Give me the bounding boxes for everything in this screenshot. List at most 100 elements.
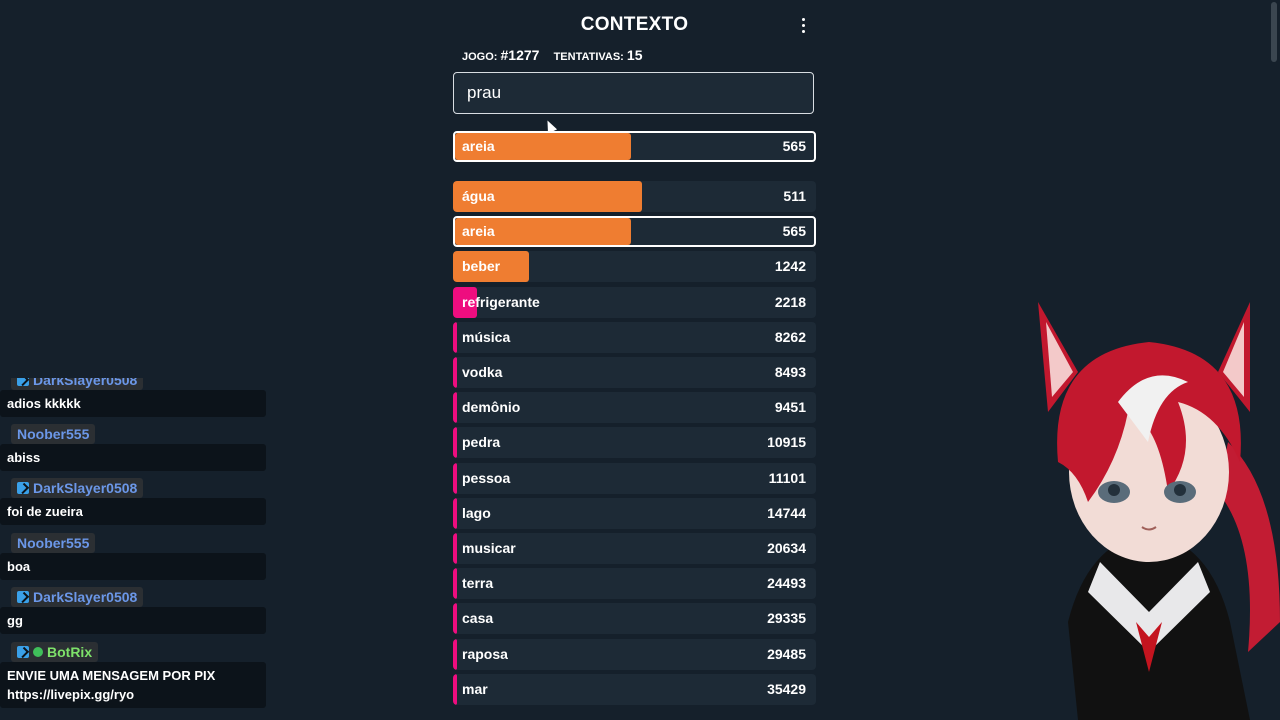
guess-row: terra 24493 xyxy=(453,568,816,600)
moderator-badge-icon xyxy=(17,591,29,603)
guess-rank: 8262 xyxy=(774,328,806,345)
guess-rank: 1242 xyxy=(774,258,806,275)
chat-text: abiss xyxy=(0,444,266,471)
guess-rank: 14744 xyxy=(767,504,806,521)
chat-text: ENVIE UMA MENSAGEM POR PIX https://livepi… xyxy=(0,662,266,708)
similarity-bar xyxy=(453,568,457,600)
guess-word: lago xyxy=(462,504,491,521)
similarity-bar xyxy=(453,392,458,424)
guess-word: vodka xyxy=(462,364,503,380)
jogo-value: #1277 xyxy=(500,47,540,63)
similarity-bar xyxy=(453,286,477,318)
similarity-bar xyxy=(453,427,457,459)
similarity-bar xyxy=(455,133,631,160)
guess-rank: 511 xyxy=(783,188,806,204)
contexto-game: CONTEXTO JOGO: #1277 TENTATIVAS: 15 arei… xyxy=(453,0,816,705)
guess-row: areia 565 xyxy=(453,131,816,162)
guess-word: beber xyxy=(462,258,501,275)
guess-rank: 29335 xyxy=(767,610,806,627)
guess-row: beber 1242 xyxy=(453,251,816,283)
tentativas-label: TENTATIVAS: xyxy=(553,51,624,63)
guess-word: areia xyxy=(462,138,495,154)
guess-row: casa 29335 xyxy=(453,603,816,635)
guess-row: refrigerante 2218 xyxy=(453,286,816,318)
chat-username[interactable]: DarkSlayer0508 xyxy=(11,378,144,390)
moderator-badge-icon xyxy=(17,646,29,658)
guess-word: musicar xyxy=(462,540,516,556)
similarity-bar xyxy=(453,251,530,283)
username-text: DarkSlayer0508 xyxy=(33,378,138,388)
guess-row: demônio 9451 xyxy=(453,392,816,424)
scrollbar[interactable] xyxy=(1271,2,1277,62)
tentativas-value: 15 xyxy=(626,47,643,63)
chat-username[interactable]: DarkSlayer0508 xyxy=(11,587,144,607)
guess-row: mar 35429 xyxy=(453,673,816,705)
guess-word: água xyxy=(462,188,495,204)
chat-username[interactable]: DarkSlayer0508 xyxy=(11,478,144,498)
guess-word: mar xyxy=(462,680,488,697)
username-text: BotRix xyxy=(47,644,93,660)
chat-text: foi de zueira xyxy=(0,498,266,525)
similarity-bar xyxy=(453,638,457,670)
guess-word: terra xyxy=(462,575,494,592)
username-text: Noober555 xyxy=(17,426,90,442)
chat-text: gg xyxy=(0,607,266,634)
similarity-bar xyxy=(453,181,642,212)
vtuber-avatar xyxy=(1038,302,1280,720)
guess-rank: 565 xyxy=(782,138,806,154)
moderator-badge-icon xyxy=(17,378,29,386)
guess-rank: 8493 xyxy=(774,364,806,380)
guess-row: areia 565 xyxy=(453,216,816,248)
chat-username[interactable]: Noober555 xyxy=(11,424,96,444)
guess-row: lago 14744 xyxy=(453,497,816,529)
guess-row: musicar 20634 xyxy=(453,533,816,564)
chat-username[interactable]: BotRix xyxy=(11,642,99,662)
similarity-bar xyxy=(453,357,458,388)
similarity-bar xyxy=(453,462,457,494)
guess-row: pessoa 11101 xyxy=(453,462,816,494)
guess-word: areia xyxy=(462,223,495,240)
similarity-bar xyxy=(453,533,457,564)
similarity-bar xyxy=(453,497,457,529)
guess-rank: 29485 xyxy=(767,645,806,662)
guess-rank: 9451 xyxy=(774,399,806,416)
guess-word: pedra xyxy=(462,434,501,451)
similarity-bar xyxy=(455,218,631,246)
chat-overlay: DarkSlayer0508 adios kkkkk Noober555 abiss D… xyxy=(0,378,268,720)
username-text: DarkSlayer0508 xyxy=(33,480,138,496)
moderator-badge-icon xyxy=(17,482,29,494)
chat-text-line[interactable]: https://livepix.gg/ryo xyxy=(7,687,135,702)
chat-text: adios kkkkk xyxy=(0,390,266,417)
chat-username[interactable]: Noober555 xyxy=(11,533,96,553)
guess-input[interactable] xyxy=(453,72,814,114)
guess-rank: 20634 xyxy=(767,540,806,556)
game-info: JOGO: #1277 TENTATIVAS: 15 xyxy=(462,47,643,63)
header: CONTEXTO xyxy=(453,0,816,50)
guess-row: raposa 29485 xyxy=(453,638,816,670)
guess-row: água 511 xyxy=(453,181,816,212)
similarity-bar xyxy=(453,603,457,635)
chat-text: boa xyxy=(0,553,266,580)
guess-word: demônio xyxy=(462,399,521,416)
more-options-icon[interactable] xyxy=(798,14,808,36)
guess-rank: 2218 xyxy=(774,293,806,310)
jogo-label: JOGO: xyxy=(462,51,498,63)
guess-rank: 35429 xyxy=(767,680,806,697)
guess-rank: 10915 xyxy=(767,434,806,451)
guess-word: refrigerante xyxy=(462,293,540,310)
guess-rank: 11101 xyxy=(768,469,806,486)
page-title: CONTEXTO xyxy=(580,14,689,35)
guess-row: pedra 10915 xyxy=(453,427,816,459)
guess-rank: 24493 xyxy=(767,575,806,592)
similarity-bar xyxy=(453,321,458,353)
chat-text-line: ENVIE UMA MENSAGEM POR PIX xyxy=(7,668,216,683)
guess-word: raposa xyxy=(462,645,508,662)
guess-word: pessoa xyxy=(462,469,511,486)
username-text: DarkSlayer0508 xyxy=(33,589,138,605)
guess-rank: 565 xyxy=(782,223,806,240)
guess-word: casa xyxy=(462,610,494,627)
similarity-bar xyxy=(453,673,457,705)
guess-row: música 8262 xyxy=(453,321,816,353)
guess-row: vodka 8493 xyxy=(453,357,816,388)
guess-word: música xyxy=(462,328,511,345)
